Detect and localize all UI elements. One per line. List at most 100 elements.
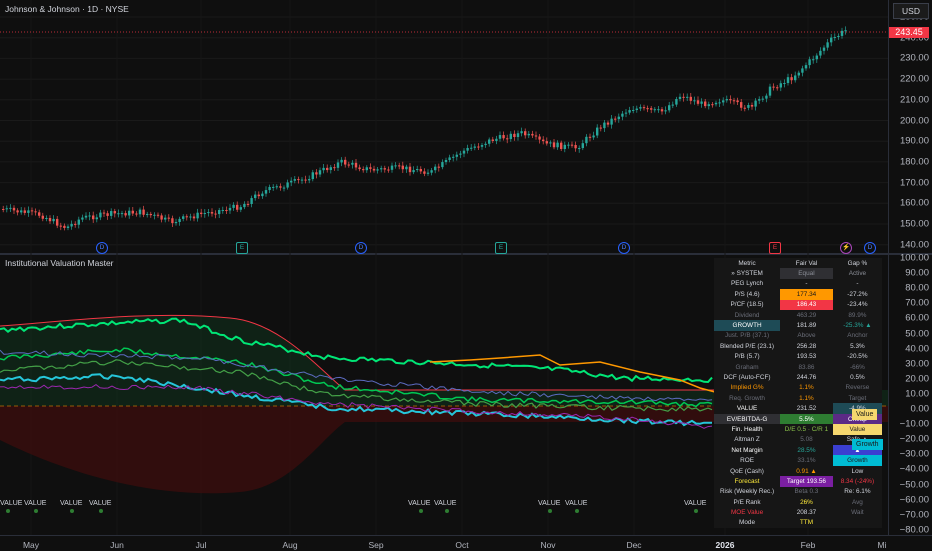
candle-body	[257, 194, 260, 197]
indicator-axis-tick: 60.00	[905, 312, 929, 324]
pane-divider[interactable]	[0, 253, 932, 255]
last-price-tag: 243.45	[889, 27, 929, 38]
lower-band-fill	[0, 406, 888, 494]
candle-body	[509, 133, 512, 140]
table-cell: ▲	[832, 445, 882, 456]
signal-dot	[575, 509, 579, 513]
chart-canvas[interactable]	[0, 0, 888, 535]
time-axis-label: Nov	[540, 540, 556, 550]
candle-body	[16, 210, 19, 213]
candle-body	[689, 96, 692, 101]
table-row: Just. P/B (37.1) Above Anchor	[714, 331, 882, 341]
price-axis-tick: 160.00	[899, 197, 929, 209]
candle-body	[840, 30, 844, 36]
table-cell: 5.3%	[850, 342, 865, 350]
candle-body	[221, 210, 224, 212]
earnings-event-icon[interactable]: E	[769, 242, 781, 254]
candle-body	[740, 102, 743, 108]
table-cell: Net Margin	[731, 446, 763, 454]
candle-body	[520, 131, 523, 134]
candle-body	[552, 142, 556, 148]
candle-body	[344, 159, 347, 165]
valuation-table: Metric Fair Val Gap %» SYSTEM Equal Active PE…	[714, 258, 882, 529]
candle-body	[434, 166, 437, 171]
indicator-series-line	[0, 349, 713, 402]
candle-body	[628, 110, 631, 113]
candle-body	[596, 127, 599, 136]
candle-body	[812, 59, 815, 61]
candle-body	[203, 213, 206, 215]
split-event-icon[interactable]: ⚡	[840, 242, 852, 254]
candle-body	[624, 112, 628, 114]
table-cell: 28.5%	[797, 446, 816, 454]
candle-body	[660, 109, 664, 112]
indicator-series-line	[0, 347, 713, 408]
candle-body	[761, 98, 764, 100]
dividend-event-icon[interactable]: D	[355, 242, 367, 254]
candle-body	[768, 86, 772, 96]
earnings-event-icon[interactable]: E	[495, 242, 507, 254]
candle-body	[750, 104, 754, 107]
table-cell: Blended P/E (23.1)	[720, 342, 775, 350]
dividend-event-icon[interactable]: D	[96, 242, 108, 254]
candle-body	[30, 210, 34, 212]
candle-body	[632, 109, 635, 111]
table-cell: P/S (4.6)	[734, 290, 760, 298]
candle-body	[110, 211, 113, 216]
symbol-title[interactable]: Johnson & Johnson · 1D · NYSE	[5, 4, 129, 14]
candle-body	[261, 193, 264, 197]
candle-body	[470, 147, 473, 149]
table-cell: EV/EBITDA-G	[714, 413, 781, 425]
table-cell	[833, 518, 882, 528]
candle-body	[383, 168, 386, 170]
candle-body	[408, 166, 412, 173]
table-cell: Growth	[832, 455, 882, 466]
candle-body	[534, 135, 538, 137]
earnings-event-icon[interactable]: E	[236, 242, 248, 254]
candle-body	[419, 168, 422, 172]
candle-body	[318, 170, 322, 175]
candle-body	[502, 135, 505, 139]
candle-body	[794, 75, 797, 81]
table-cell: 0.91 ▲	[796, 467, 817, 475]
table-row: Blended P/E (23.1) 256.28 5.3%	[714, 341, 882, 351]
candle-body	[9, 207, 12, 209]
candle-body	[250, 198, 253, 204]
candle-body	[725, 99, 728, 101]
candle-body	[700, 101, 703, 104]
value-signal-label: VALUE	[684, 500, 707, 507]
candle-body	[783, 82, 786, 84]
candle-body	[646, 108, 649, 110]
candle-body	[347, 164, 350, 166]
table-row: QoE (Cash) 0.91 ▲ Low	[714, 466, 882, 476]
dividend-event-icon[interactable]: D	[618, 242, 630, 254]
table-cell: Forecast	[734, 477, 760, 485]
table-cell: Graham	[735, 363, 759, 371]
candle-body	[23, 210, 26, 213]
value-signal-label: VALUE	[89, 500, 112, 507]
candle-body	[326, 167, 329, 171]
indicator-title[interactable]: Institutional Valuation Master	[5, 258, 114, 268]
indicator-axis-tick: 40.00	[905, 343, 929, 355]
indicator-axis[interactable]: 100.00 90.00 80.00 70.00 60.00 50.00 40.00 30.0…	[888, 252, 932, 535]
candle-body	[790, 77, 793, 81]
candle-body	[174, 222, 178, 224]
table-cell: 208.37	[796, 509, 817, 517]
table-header-cell: Gap %	[847, 259, 868, 267]
price-chart-pane[interactable]	[0, 0, 888, 253]
indicator-axis-tick: 100.00	[899, 252, 929, 264]
table-cell: Fin. Health	[731, 425, 763, 433]
table-cell: 177.34	[780, 289, 833, 300]
time-axis[interactable]: May Jun Jul Aug Sep Oct Nov Dec 2026 Feb Mi	[0, 535, 932, 551]
candle-body	[20, 210, 23, 213]
candle-body	[581, 143, 584, 149]
candle-body	[657, 109, 660, 111]
candle-body	[293, 179, 296, 181]
candle-body	[290, 180, 293, 183]
table-row: P/E Rank 26% Avg	[714, 497, 882, 507]
table-cell: P/B (5.7)	[734, 353, 760, 361]
dividend-event-icon[interactable]: D	[864, 242, 876, 254]
currency-button[interactable]: USD	[893, 3, 929, 19]
price-axis-tick: 170.00	[899, 177, 929, 189]
candle-body	[610, 118, 613, 125]
